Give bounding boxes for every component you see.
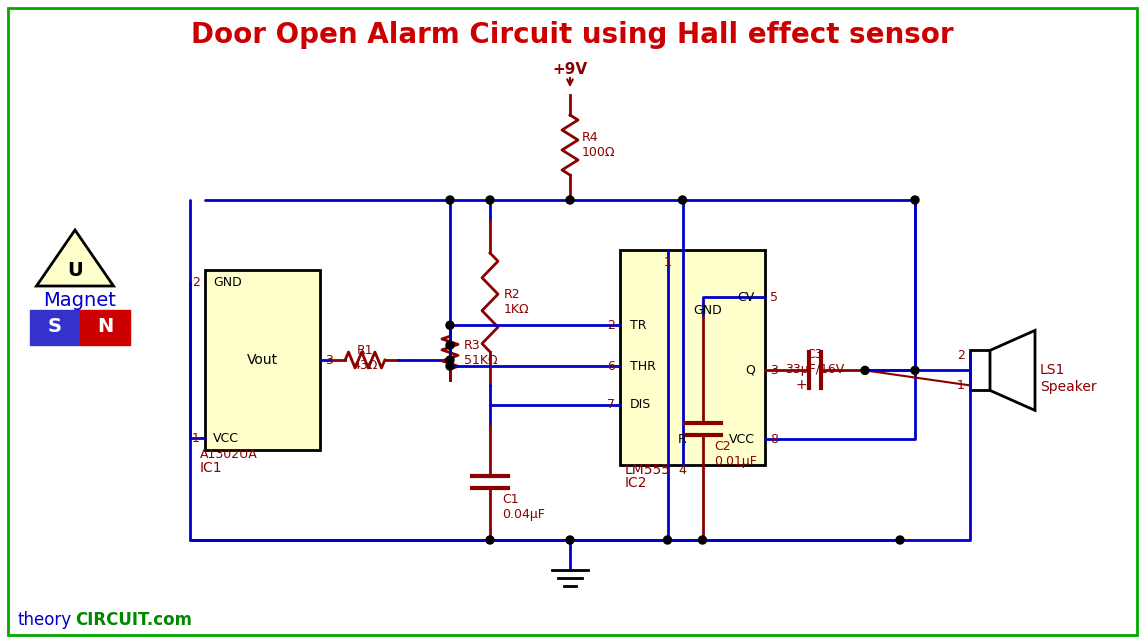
Circle shape	[911, 196, 919, 204]
Text: N: N	[97, 318, 113, 336]
Circle shape	[566, 196, 574, 204]
Text: Vout: Vout	[247, 353, 278, 367]
Circle shape	[566, 536, 574, 544]
Bar	[205, 270, 319, 450]
Text: C1
0.04μF: C1 0.04μF	[502, 493, 545, 521]
Text: U: U	[68, 260, 82, 280]
Text: 3: 3	[769, 364, 777, 377]
Circle shape	[447, 322, 455, 329]
Polygon shape	[37, 230, 113, 286]
Circle shape	[911, 367, 919, 374]
Bar	[970, 350, 990, 390]
Text: 6: 6	[607, 359, 615, 372]
Text: LS1
Speaker: LS1 Speaker	[1040, 363, 1097, 394]
Text: VCC: VCC	[729, 433, 755, 446]
Text: +: +	[795, 378, 807, 392]
Circle shape	[447, 362, 455, 370]
Text: Q: Q	[745, 364, 755, 377]
Text: Magnet: Magnet	[44, 291, 117, 309]
Text: +9V: +9V	[552, 62, 587, 78]
Text: 3: 3	[325, 354, 333, 367]
Polygon shape	[990, 331, 1035, 410]
Text: LM555: LM555	[625, 463, 671, 477]
Text: GND: GND	[693, 303, 721, 317]
Circle shape	[679, 196, 687, 204]
Text: 4: 4	[679, 464, 687, 476]
Bar	[80, 310, 131, 345]
Circle shape	[485, 196, 493, 204]
Text: theory: theory	[18, 611, 72, 629]
Text: R1
43Ω: R1 43Ω	[353, 344, 378, 372]
Circle shape	[698, 536, 706, 544]
Text: TR: TR	[630, 319, 647, 332]
Text: THR: THR	[630, 359, 656, 372]
Text: R: R	[678, 433, 687, 446]
Bar	[619, 250, 765, 465]
Text: DIS: DIS	[630, 398, 652, 412]
Text: IC1: IC1	[200, 461, 222, 475]
Text: IC2: IC2	[625, 476, 648, 490]
Text: 8: 8	[769, 433, 777, 446]
Text: 7: 7	[607, 398, 615, 412]
Circle shape	[447, 196, 455, 204]
Text: A1302UA: A1302UA	[200, 449, 258, 462]
Text: 1: 1	[664, 255, 671, 269]
Text: 1: 1	[192, 431, 200, 444]
Text: Door Open Alarm Circuit using Hall effect sensor: Door Open Alarm Circuit using Hall effec…	[191, 21, 954, 49]
Bar	[30, 310, 80, 345]
Text: R3
51KΩ: R3 51KΩ	[464, 339, 498, 367]
Text: 2: 2	[607, 319, 615, 332]
Text: R4
100Ω: R4 100Ω	[582, 131, 616, 159]
Text: VCC: VCC	[213, 431, 239, 444]
Text: R2
1KΩ: R2 1KΩ	[504, 289, 530, 316]
Text: C2
0.01μF: C2 0.01μF	[714, 440, 757, 467]
Text: 2: 2	[957, 349, 965, 362]
Text: CIRCUIT.com: CIRCUIT.com	[76, 611, 192, 629]
Circle shape	[447, 356, 455, 364]
Circle shape	[897, 536, 905, 544]
Circle shape	[861, 367, 869, 374]
Text: GND: GND	[213, 275, 242, 289]
Text: S: S	[48, 318, 62, 336]
Text: C3
33μF/16V: C3 33μF/16V	[785, 349, 845, 376]
Text: 2: 2	[192, 275, 200, 289]
Circle shape	[663, 536, 671, 544]
Circle shape	[447, 341, 455, 349]
Text: 5: 5	[769, 291, 777, 303]
Circle shape	[485, 536, 493, 544]
Text: CV: CV	[737, 291, 755, 303]
Text: 1: 1	[957, 379, 965, 392]
